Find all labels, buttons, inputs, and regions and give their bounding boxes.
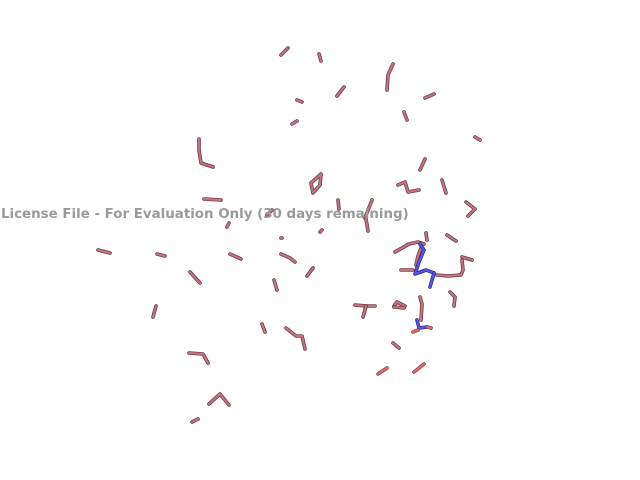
carbon-bond (363, 306, 366, 317)
bond-fragment (414, 364, 424, 372)
bond-fragment (387, 64, 393, 90)
bond-fragment (192, 419, 198, 422)
carbon-bond (286, 328, 305, 349)
bond-fragment (153, 306, 156, 317)
bond-outline (437, 260, 463, 276)
bond-fragment (475, 137, 480, 140)
bond-fragment (199, 139, 213, 167)
bond-fragment (442, 180, 446, 193)
bond-fragment (292, 121, 297, 124)
bond-fragment (404, 112, 407, 120)
bond-fragment (311, 174, 321, 193)
bond-fragment (426, 233, 427, 240)
bond-fragment (281, 48, 288, 55)
carbon-bond (338, 200, 339, 209)
carbon-bond (427, 327, 431, 328)
carbon-bond (192, 419, 198, 422)
carbon-bond (337, 87, 344, 96)
bond-fragment (286, 328, 305, 349)
carbon-bond (98, 250, 110, 253)
carbon-bond (274, 280, 277, 290)
bond-fragment (157, 254, 165, 256)
bond-fragment (427, 327, 431, 328)
bond-fragment (338, 200, 339, 209)
carbon-bond (190, 272, 200, 283)
bond-fragment (98, 250, 110, 253)
bond-fragment (394, 307, 404, 308)
carbon-bond (404, 112, 407, 120)
bond-fragment (425, 94, 434, 98)
bond-fragment (297, 100, 302, 102)
bond-fragment (274, 280, 277, 290)
bond-fragment (393, 343, 399, 348)
bond-fragment (420, 159, 425, 170)
carbon-bond (475, 137, 480, 140)
carbon-bond (394, 307, 404, 308)
bond-fragment (190, 272, 200, 283)
bond-fragment (337, 87, 344, 96)
bond-fragment (319, 54, 321, 61)
bond-fragment (420, 297, 422, 320)
bond-fragment (320, 230, 322, 232)
bond-fragment (437, 260, 463, 276)
bond-fragment (307, 268, 313, 276)
bond-fragment (189, 353, 208, 363)
bond-fragment (204, 199, 221, 200)
bond-fragment (363, 306, 366, 317)
carbon-bond (398, 182, 419, 192)
bond-fragment (378, 368, 387, 374)
bond-fragment (267, 210, 272, 215)
carbon-bond (292, 121, 297, 124)
bond-fragment (227, 223, 229, 227)
carbon-bond (320, 230, 322, 232)
carbon-bond (365, 200, 372, 218)
bond-fragment (430, 273, 434, 287)
carbon-bond (262, 324, 265, 332)
carbon-bond (153, 306, 156, 317)
carbon-bond (204, 199, 221, 200)
oxygen-bond (414, 364, 424, 372)
bond-fragment (413, 330, 418, 332)
bond-fragment (281, 254, 295, 262)
carbon-bond (426, 233, 427, 240)
bond-fragment (262, 324, 265, 332)
bond-fragment (398, 182, 419, 192)
bond-fragment (447, 235, 456, 241)
bond-fragment (450, 292, 455, 306)
bond-fragment (466, 202, 475, 216)
bond-fragment (209, 394, 229, 405)
bond-fragment (366, 219, 368, 231)
bond-fragment (230, 254, 241, 259)
bond-fragment (365, 200, 372, 218)
